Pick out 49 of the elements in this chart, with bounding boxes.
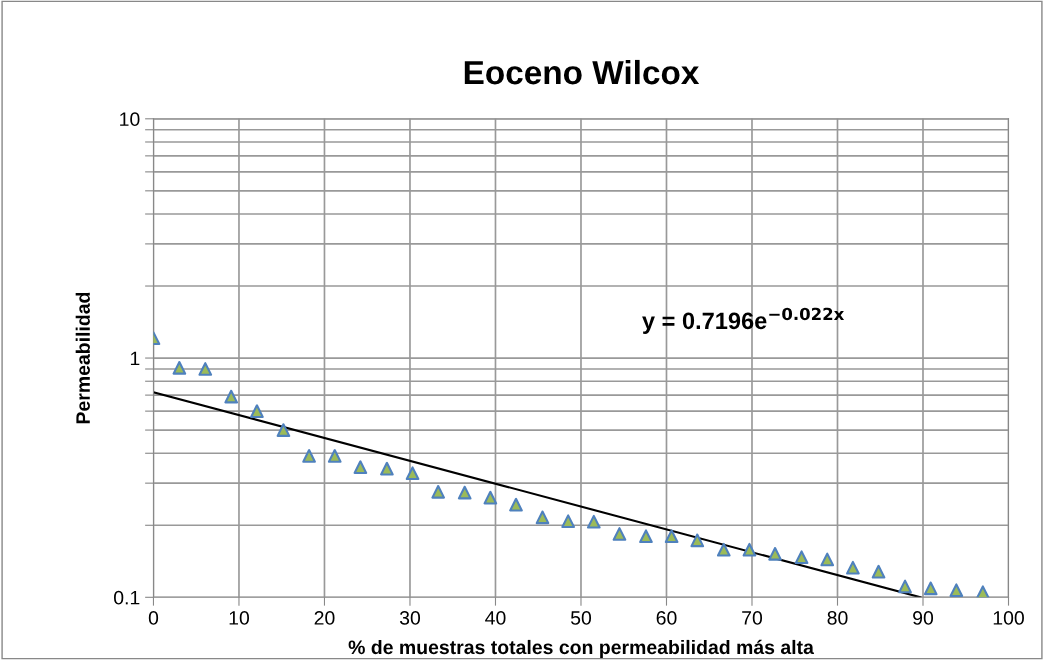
point [639,529,653,544]
x-tick-label: 90 [913,611,934,625]
point [612,527,627,541]
x-tick-label: 0 [148,611,159,625]
x-tick-label: 100 [993,611,1024,625]
point [224,389,239,404]
y-tick-label: 10 [120,112,140,127]
x-tick-label: 80 [827,611,848,625]
point [276,423,291,437]
annotation: y = 0.7196e$^{−0.022x}$ [642,307,845,334]
x-tick-label: 30 [399,611,421,625]
point [172,361,187,375]
point [923,581,938,596]
point [250,404,264,418]
point [846,560,860,575]
point [327,449,342,463]
point [586,514,601,529]
point [509,497,523,512]
chart-title: Eoceno Wilcox [464,59,700,85]
point [353,460,368,474]
point [405,466,420,481]
y-tick-label: 0.1 [114,590,140,605]
point [664,529,679,544]
x-tick-label: 60 [656,611,677,625]
point [561,514,576,529]
point [898,579,912,594]
point [871,564,886,579]
point [457,485,472,500]
y-axis-title: Permeabilidad [75,292,90,424]
point [716,542,731,557]
point [431,484,446,499]
point [535,510,550,525]
x-tick-label: 70 [742,611,763,625]
point [380,461,394,476]
x-tick-label: 20 [314,611,335,625]
point [820,552,835,567]
point [302,449,316,463]
y-tick-label: 1 [130,351,140,366]
point [949,583,964,598]
x-axis-title: % de muestras totales con permeabilidad más alta [348,639,814,659]
point [742,542,757,557]
point [768,546,782,561]
x-tick-label: 10 [229,611,250,625]
x-tick-label: 50 [570,611,592,625]
point [794,550,809,565]
point [198,362,213,376]
x-tick-label: 40 [485,611,506,625]
point [690,533,705,548]
point [483,490,498,505]
